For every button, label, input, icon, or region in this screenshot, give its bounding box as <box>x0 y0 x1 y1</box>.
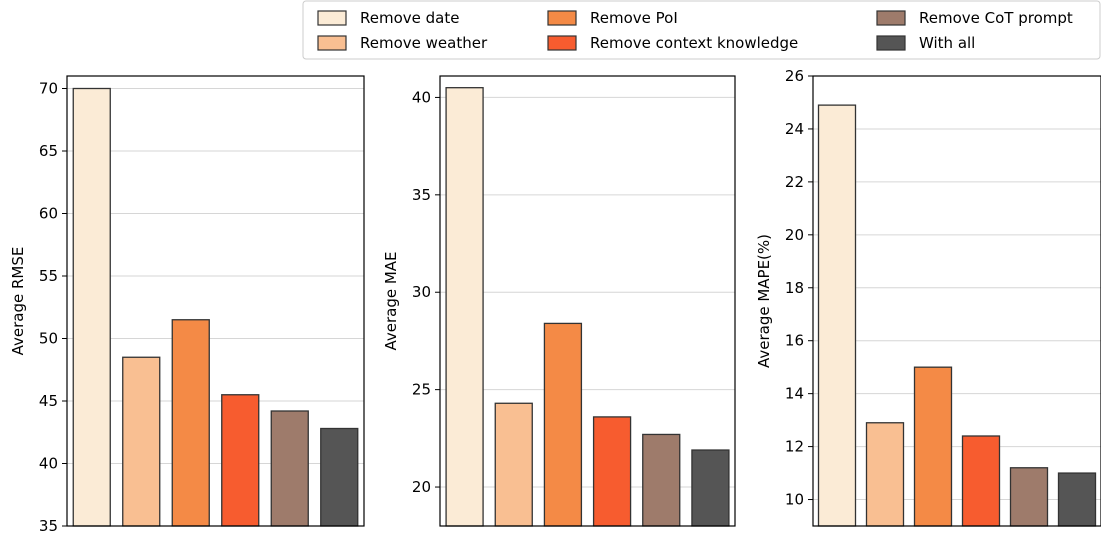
axes-frame <box>812 75 1101 527</box>
legend-swatch <box>547 10 577 26</box>
bar <box>171 319 210 527</box>
bar <box>320 427 359 527</box>
bar <box>445 87 484 527</box>
bar <box>817 104 857 527</box>
y-tick-label: 35 <box>39 517 58 535</box>
legend-entry-label: Remove PoI <box>590 9 678 27</box>
y-tick-label: 12 <box>785 438 804 456</box>
y-tick-label: 20 <box>785 226 804 244</box>
legend: Remove date Remove weather Remove PoI Remov… <box>302 0 1101 60</box>
y-tick-label: 10 <box>785 491 804 509</box>
legend-entry-label: Remove CoT prompt <box>919 9 1073 27</box>
chart-panel: 35 40 45 50 55 60 65 70 Average RMSE <box>9 75 365 535</box>
legend-entry-label: With all <box>919 34 975 52</box>
legend-entry-label: Remove date <box>360 9 459 27</box>
y-tick-label: 14 <box>785 385 804 403</box>
legend-swatch <box>317 35 347 51</box>
legend-swatch <box>876 10 906 26</box>
chart-panels: 35 40 45 50 55 60 65 70 Average RMSE 20 25 30 35 40 Av… <box>9 67 1101 535</box>
bar <box>642 433 681 527</box>
y-tick-label: 50 <box>39 330 58 348</box>
y-axis-label: Average MAPE(%) <box>755 234 773 368</box>
y-tick-label: 20 <box>412 478 431 496</box>
chart-panel: 10 12 14 16 18 20 22 24 26 Average MAPE(%) <box>755 67 1101 527</box>
bar <box>122 356 161 527</box>
y-tick-label: 24 <box>785 120 804 138</box>
legend-swatch <box>547 35 577 51</box>
y-tick-label: 26 <box>785 67 804 85</box>
y-tick-label: 70 <box>39 80 58 98</box>
bar <box>270 410 309 527</box>
y-axis-label: Average RMSE <box>9 247 27 356</box>
bar <box>221 394 260 527</box>
chart-panel: 20 25 30 35 40 Average MAE <box>382 75 736 527</box>
bar <box>691 449 730 527</box>
bar <box>494 402 533 527</box>
y-tick-label: 40 <box>412 88 431 106</box>
bar <box>865 422 905 527</box>
y-tick-label: 18 <box>785 279 804 297</box>
legend-swatch <box>876 35 906 51</box>
bar <box>1057 472 1097 527</box>
y-tick-label: 45 <box>39 392 58 410</box>
bar <box>592 416 632 527</box>
y-tick-label: 16 <box>785 332 804 350</box>
y-tick-label: 40 <box>39 455 58 473</box>
bar <box>543 322 583 527</box>
y-tick-label: 25 <box>412 381 431 399</box>
legend-swatch <box>317 10 347 26</box>
bar <box>961 435 1001 527</box>
y-axis-label: Average MAE <box>382 251 400 350</box>
y-tick-label: 35 <box>412 186 431 204</box>
y-tick-label: 55 <box>39 267 58 285</box>
bar <box>72 87 111 527</box>
axes-frame <box>66 75 365 527</box>
y-tick-label: 30 <box>412 283 431 301</box>
bar <box>1009 467 1049 527</box>
axes-frame <box>439 75 736 527</box>
y-tick-label: 65 <box>39 142 58 160</box>
bar <box>913 366 953 527</box>
legend-entry-label: Remove context knowledge <box>590 34 798 52</box>
y-tick-label: 22 <box>785 173 804 191</box>
legend-entry-label: Remove weather <box>360 34 488 52</box>
y-tick-label: 60 <box>39 205 58 223</box>
